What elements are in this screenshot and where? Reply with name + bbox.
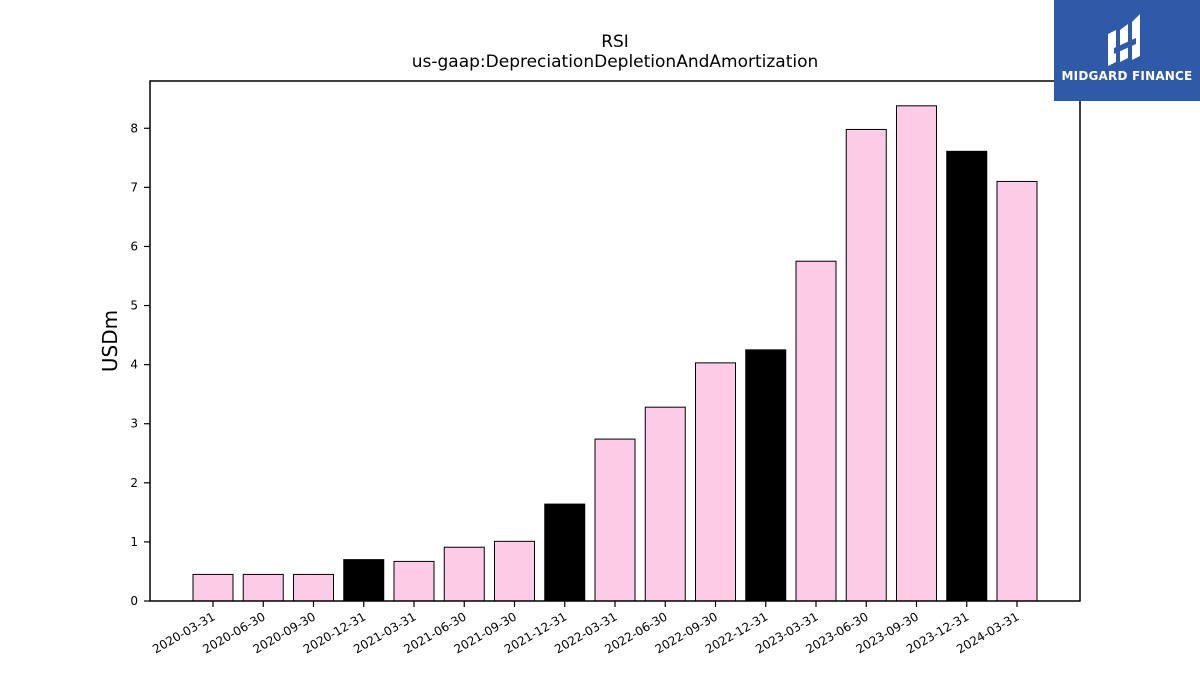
chart-subtitle: us-gaap:DepreciationDepletionAndAmortiza…: [411, 52, 819, 72]
bar: [795, 260, 837, 602]
chart-title: RSI: [601, 32, 629, 52]
bar: [594, 438, 636, 602]
y-tick-label: 1: [130, 535, 138, 549]
bar: [393, 560, 435, 602]
bar: [443, 546, 485, 602]
bar: [293, 573, 334, 602]
logo-mark-icon: [1108, 14, 1140, 66]
plot-area: 0123456782020-03-312020-06-302020-09-302…: [98, 80, 1081, 656]
y-tick-label: 7: [130, 180, 138, 194]
bar: [996, 180, 1038, 602]
bar: [695, 362, 736, 602]
midgard-finance-logo: MIDGARD FINANCE: [1054, 0, 1200, 101]
y-axis-label: USDm: [98, 310, 122, 372]
bar: [896, 105, 937, 602]
bar: [946, 150, 988, 602]
bar: [544, 503, 586, 602]
y-tick-label: 0: [130, 594, 138, 608]
bar: [644, 406, 686, 602]
bar: [845, 128, 887, 602]
y-tick-label: 8: [130, 121, 138, 135]
bar: [745, 349, 787, 602]
y-tick-label: 6: [130, 239, 138, 253]
bar: [192, 573, 234, 602]
y-tick-label: 4: [130, 358, 138, 372]
bar: [242, 573, 284, 602]
y-tick-label: 2: [130, 476, 138, 490]
bar: [494, 540, 535, 602]
bar: [343, 559, 385, 602]
logo-text: MIDGARD FINANCE: [1061, 69, 1193, 83]
y-tick-label: 5: [130, 299, 138, 313]
y-tick-label: 3: [130, 417, 138, 431]
